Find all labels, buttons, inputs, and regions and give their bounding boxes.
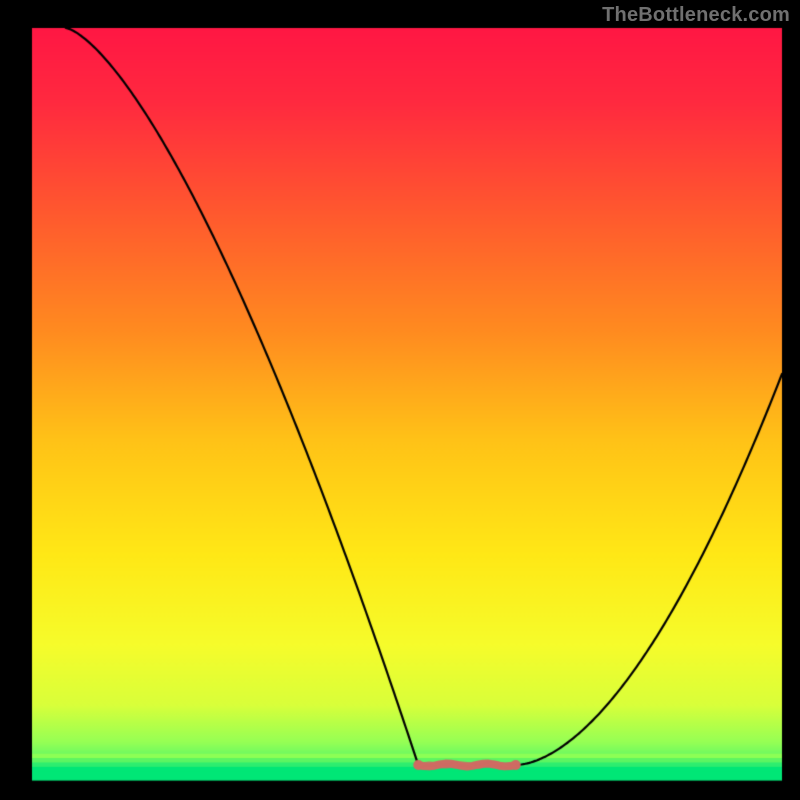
bottleneck-chart-canvas (0, 0, 800, 800)
chart-stage: TheBottleneck.com (0, 0, 800, 800)
watermark-text: TheBottleneck.com (602, 4, 790, 27)
